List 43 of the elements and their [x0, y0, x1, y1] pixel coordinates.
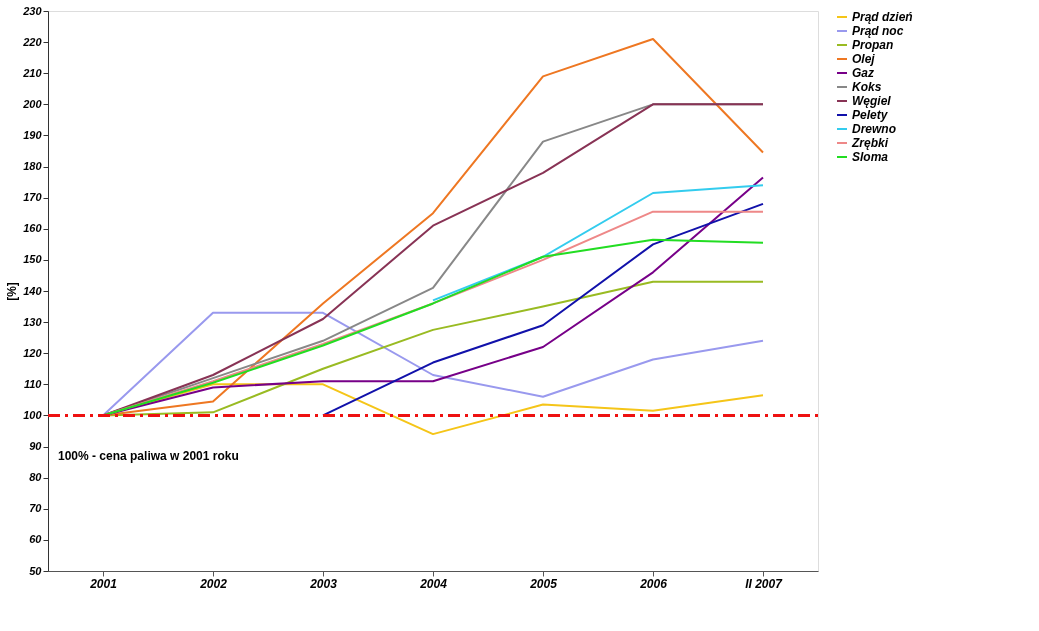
legend-label: Pelety [852, 108, 889, 122]
x-tick-label: 2006 [639, 576, 668, 591]
legend-label: Zrębki [851, 136, 889, 150]
x-tick-label: 2003 [309, 576, 338, 591]
y-tick-label: 150 [23, 253, 43, 266]
legend-label: Drewno [852, 122, 897, 136]
annotation: 100% - cena paliwa w 2001 roku [58, 449, 239, 464]
y-tick-label: 230 [22, 4, 43, 17]
legend-label: Sloma [852, 150, 889, 164]
legend-label: Olej [852, 52, 876, 66]
y-tick-label: 110 [23, 377, 43, 390]
y-tick-label: 50 [29, 564, 43, 577]
y-tick-label: 140 [23, 284, 43, 297]
y-tick-label: 80 [29, 471, 43, 484]
line-series [322, 202, 764, 417]
x-tick-label: II 2007 [745, 576, 784, 591]
legend-label: Koks [852, 80, 882, 94]
y-tick-label: 100 [23, 408, 43, 421]
y-tick-label: 220 [22, 35, 43, 48]
legend-label: Gaz [852, 66, 875, 80]
legend-label: Prąd noc [852, 24, 904, 38]
y-tick-label: 160 [23, 222, 43, 235]
y-tick-label: 180 [23, 160, 43, 173]
y-tick-label: 130 [23, 315, 43, 328]
x-tick-label: 2004 [419, 576, 448, 591]
x-tick-label: 2002 [199, 576, 228, 591]
line-series [102, 103, 764, 417]
y-tick-label: 60 [29, 533, 43, 546]
y-tick-label: 70 [29, 502, 43, 515]
y-tick-label: 200 [22, 97, 43, 110]
x-tick-label: 2005 [529, 576, 558, 591]
y-tick-label: 170 [23, 191, 43, 204]
legend-label: Propan [852, 38, 894, 52]
line-series [102, 311, 764, 417]
y-tick-label: 190 [23, 128, 43, 141]
y-tick-label: 210 [22, 66, 43, 79]
y-tick-label: 120 [23, 346, 43, 359]
y-axis-title: [%] [5, 282, 20, 301]
line-series [432, 184, 764, 302]
legend-label: Węgiel [852, 94, 892, 108]
legend-label: Prąd dzień [852, 10, 913, 24]
y-tick-label: 90 [29, 440, 43, 453]
x-tick-label: 2001 [89, 576, 118, 591]
